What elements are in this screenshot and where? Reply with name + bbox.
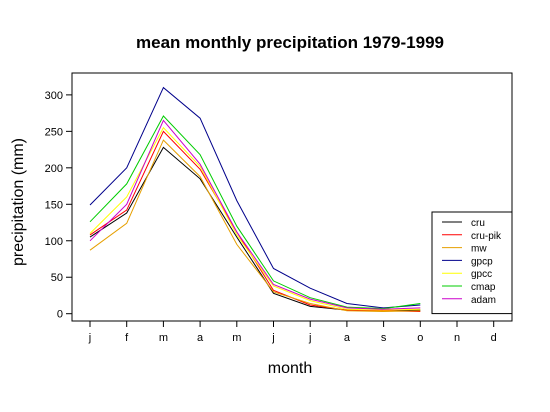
x-tick-label: m: [232, 332, 241, 344]
legend-box: [431, 211, 513, 315]
x-tick-label: m: [159, 332, 168, 344]
x-tick-label: j: [308, 332, 311, 344]
legend-label: mw: [471, 244, 487, 255]
y-tick-label: 0: [57, 309, 63, 321]
x-tick-label: a: [344, 332, 351, 344]
x-tick-label: n: [454, 332, 460, 344]
plot-frame: [71, 72, 513, 322]
legend-label: gpcc: [471, 269, 492, 280]
x-tick-label: s: [381, 332, 387, 344]
series-line-cru-pik: [89, 130, 421, 312]
series-line-gpcc: [89, 126, 421, 311]
legend-label: gpcp: [471, 256, 493, 267]
chart-title: mean monthly precipitation 1979-1999: [136, 33, 444, 52]
x-tick-label: j: [271, 332, 274, 344]
x-tick-label: o: [417, 332, 423, 344]
x-tick-label: j: [88, 332, 91, 344]
legend-label: cru-pik: [471, 231, 502, 242]
y-tick-label: 150: [45, 199, 63, 211]
x-tick-label: f: [125, 332, 129, 344]
y-tick-label: 100: [45, 236, 63, 248]
series-line-mw: [89, 139, 421, 313]
x-axis-label: month: [268, 360, 312, 377]
series-line-adam: [89, 119, 421, 310]
y-tick-label: 250: [45, 126, 63, 138]
y-tick-label: 50: [51, 272, 63, 284]
series-line-cmap: [89, 115, 421, 310]
legend-label: cmap: [471, 282, 496, 293]
x-tick-label: d: [491, 332, 497, 344]
legend-label: adam: [471, 295, 496, 306]
series-line-gpcp: [89, 86, 421, 309]
legend-label: cru: [471, 218, 485, 229]
y-tick-label: 200: [45, 163, 63, 175]
y-axis-label: precipitation (mm): [10, 138, 27, 266]
y-tick-label: 300: [45, 90, 63, 102]
plot-area: 0 50 100 150 200 250 300 j f m a m j j a s o n d: [45, 86, 497, 344]
x-tick-label: a: [197, 332, 204, 344]
